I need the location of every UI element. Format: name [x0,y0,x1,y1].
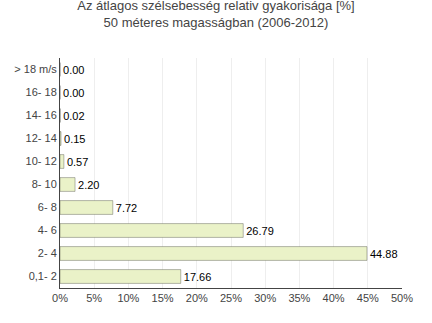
svg-text:50%: 50% [391,292,413,304]
svg-text:10- 12: 10- 12 [26,155,57,167]
svg-text:8- 10: 8- 10 [32,178,57,190]
svg-text:2.20: 2.20 [78,179,99,191]
svg-text:15%: 15% [152,292,174,304]
svg-text:5%: 5% [86,292,102,304]
svg-text:7.72: 7.72 [116,202,137,214]
svg-text:16- 18: 16- 18 [26,86,57,98]
svg-text:40%: 40% [323,292,345,304]
svg-text:0.02: 0.02 [63,110,84,122]
svg-text:2- 4: 2- 4 [38,247,57,259]
svg-text:30%: 30% [254,292,276,304]
svg-text:0,1- 2: 0,1- 2 [29,270,57,282]
svg-text:6- 8: 6- 8 [38,201,57,213]
svg-text:20%: 20% [186,292,208,304]
svg-text:> 18 m/s: > 18 m/s [14,63,57,75]
svg-text:0.57: 0.57 [67,156,88,168]
svg-text:44.88: 44.88 [370,248,398,260]
svg-text:10%: 10% [117,292,139,304]
svg-text:0.00: 0.00 [63,64,84,76]
svg-text:Az átlagos szélsebesség relati: Az átlagos szélsebesség relativ gyakoris… [77,0,354,30]
svg-text:0%: 0% [52,292,68,304]
svg-text:25%: 25% [220,292,242,304]
svg-text:0.15: 0.15 [64,133,85,145]
svg-text:14- 16: 14- 16 [26,109,57,121]
svg-text:4- 6: 4- 6 [38,224,57,236]
svg-text:26.79: 26.79 [246,225,274,237]
svg-text:35%: 35% [288,292,310,304]
svg-text:0.00: 0.00 [63,87,84,99]
svg-text:17.66: 17.66 [184,271,212,283]
svg-text:45%: 45% [357,292,379,304]
svg-text:12- 14: 12- 14 [26,132,57,144]
